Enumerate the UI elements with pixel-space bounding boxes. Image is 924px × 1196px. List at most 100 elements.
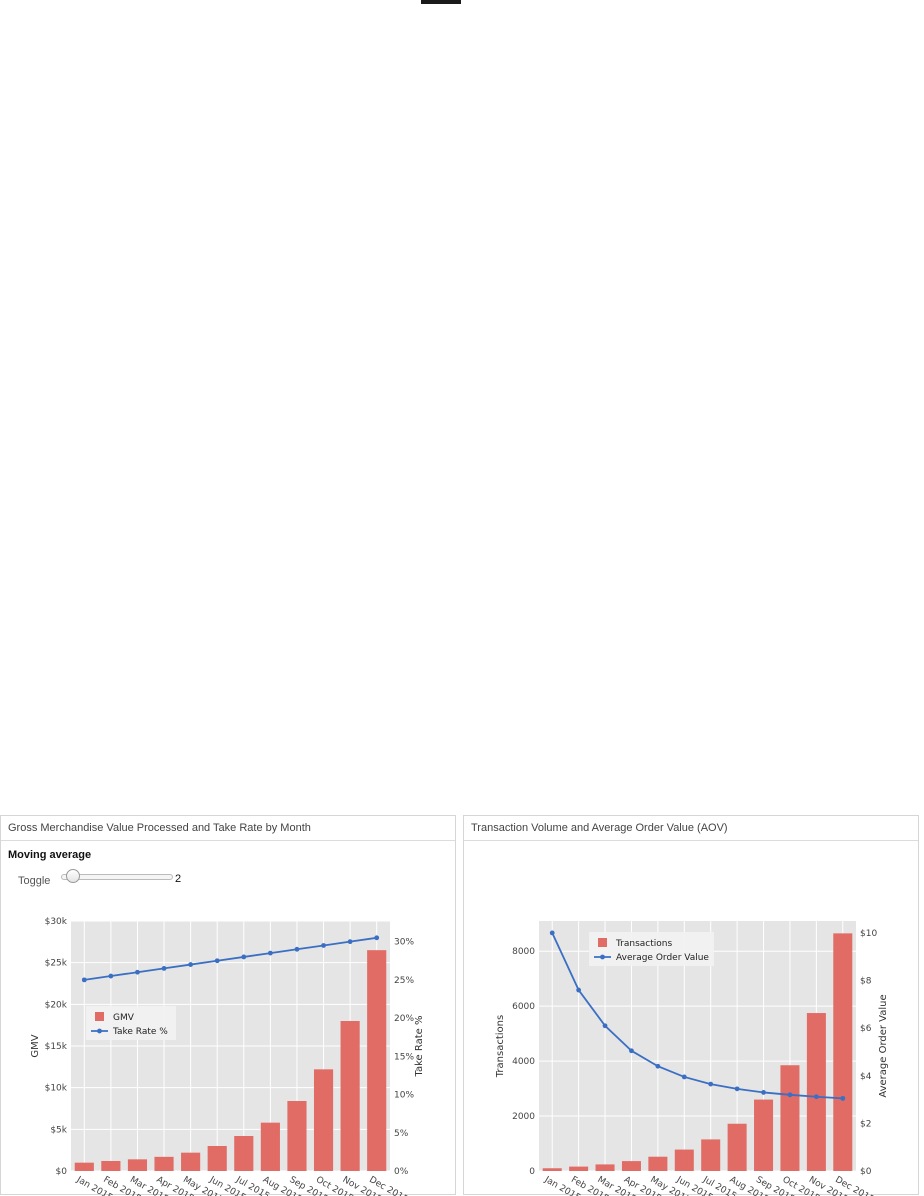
y-tick-label: $20k: [45, 1000, 68, 1010]
bar: [833, 933, 853, 1171]
bar: [101, 1161, 121, 1171]
line-point: [734, 1086, 740, 1092]
line-point: [549, 930, 555, 936]
y-tick-label: $30k: [45, 917, 68, 927]
bar: [127, 1159, 148, 1171]
line-point: [708, 1081, 714, 1087]
y2-axis-title: Average Order Value: [878, 994, 889, 1097]
legend-swatch-bar: [598, 938, 607, 947]
gmv-take-rate-chart: $0 $5k $10k $15k $20k $25k $30k 0% 5% 10% 15% 20% 25…: [30, 917, 425, 1196]
y2-tick-label: 0%: [394, 1167, 409, 1177]
line-point: [214, 958, 220, 964]
y-tick-label: $25k: [45, 959, 68, 969]
bar: [701, 1139, 721, 1171]
bar: [780, 1065, 800, 1171]
y2-tick-label: 15%: [394, 1052, 414, 1062]
legend-swatch-bar: [95, 1012, 104, 1021]
bar: [806, 1013, 826, 1171]
line-point: [374, 935, 380, 941]
y2-tick-label: 10%: [394, 1091, 414, 1101]
y-tick-label: 8000: [512, 947, 535, 957]
y-tick-label: $0: [56, 1167, 68, 1177]
legend-swatch-point: [97, 1028, 102, 1034]
bar: [313, 1069, 334, 1171]
bar: [621, 1161, 641, 1171]
legend-label: Take Rate %: [112, 1027, 168, 1037]
line-point: [347, 939, 353, 945]
line-point: [602, 1023, 608, 1029]
legend-label: Transactions: [615, 939, 672, 949]
gmv-panel-title: Gross Merchandise Value Processed and Ta…: [1, 816, 455, 841]
y2-tick-label: $4: [860, 1072, 872, 1082]
legend-box: [589, 932, 714, 966]
y-tick-label: 6000: [512, 1002, 535, 1012]
line-point: [576, 987, 582, 993]
bar: [367, 950, 387, 1171]
y2-tick-label: $10: [860, 929, 877, 939]
y-tick-label: $10k: [45, 1084, 68, 1094]
line-point: [840, 1095, 846, 1101]
bar: [181, 1152, 201, 1171]
bar: [207, 1146, 227, 1171]
bar: [260, 1122, 280, 1171]
toggle-label: Toggle: [18, 875, 51, 887]
y2-tick-label: 20%: [394, 1014, 414, 1024]
y2-tick-label: $6: [860, 1024, 872, 1034]
y-tick-label: $5k: [50, 1125, 67, 1135]
bar: [154, 1156, 174, 1171]
line-point: [761, 1090, 766, 1095]
line-point: [629, 1048, 634, 1054]
y2-tick-label: $2: [860, 1119, 871, 1129]
tx-panel-title: Transaction Volume and Average Order Val…: [464, 816, 918, 841]
legend-box: [86, 1006, 176, 1040]
window-tab-marker: [421, 0, 461, 4]
y-axis-title: Transactions: [495, 1015, 506, 1078]
gmv-panel: Gross Merchandise Value Processed and Ta…: [0, 815, 456, 1196]
moving-average-title: Moving average: [8, 849, 92, 861]
bar: [648, 1156, 668, 1171]
transactions-panel: Transaction Volume and Average Order Val…: [463, 815, 919, 1196]
legend-label: GMV: [113, 1013, 135, 1023]
bar: [727, 1123, 747, 1171]
y-axis-title: GMV: [30, 1034, 41, 1057]
line-point: [787, 1092, 793, 1098]
line-point: [294, 946, 300, 952]
bar: [674, 1149, 694, 1171]
bar: [542, 1168, 562, 1171]
bar: [569, 1166, 589, 1171]
moving-average-slider[interactable]: [61, 869, 173, 883]
line-point: [108, 973, 114, 979]
line-point: [241, 954, 247, 960]
bar: [234, 1136, 254, 1171]
line-point: [655, 1063, 661, 1069]
y2-tick-label: 30%: [394, 938, 414, 948]
bar: [595, 1164, 615, 1171]
y-tick-label: 4000: [512, 1057, 535, 1067]
bar: [287, 1101, 307, 1171]
line-point: [188, 962, 194, 967]
bar: [340, 1021, 360, 1171]
y2-tick-label: $0: [860, 1167, 872, 1177]
line-point: [81, 977, 87, 983]
line-point: [267, 950, 273, 956]
y2-tick-label: 5%: [394, 1129, 409, 1139]
y-tick-label: $15k: [45, 1042, 68, 1052]
slider-handle[interactable]: [66, 869, 80, 883]
y2-tick-label: 25%: [394, 976, 414, 986]
line-point: [813, 1094, 819, 1100]
series-line: [84, 936, 377, 981]
legend-swatch-point: [600, 954, 605, 960]
line-point: [135, 969, 140, 975]
slider-value: 2: [175, 873, 182, 885]
bar: [754, 1099, 774, 1171]
bar: [74, 1162, 94, 1171]
y-tick-label: 2000: [512, 1112, 535, 1122]
y-tick-label: 0: [529, 1167, 535, 1177]
legend-label: Average Order Value: [616, 953, 709, 963]
line-point: [161, 966, 167, 971]
series-line: [551, 932, 843, 1100]
line-point: [681, 1074, 687, 1080]
line-point: [321, 943, 326, 948]
y2-axis-title: Take Rate %: [414, 1016, 425, 1078]
